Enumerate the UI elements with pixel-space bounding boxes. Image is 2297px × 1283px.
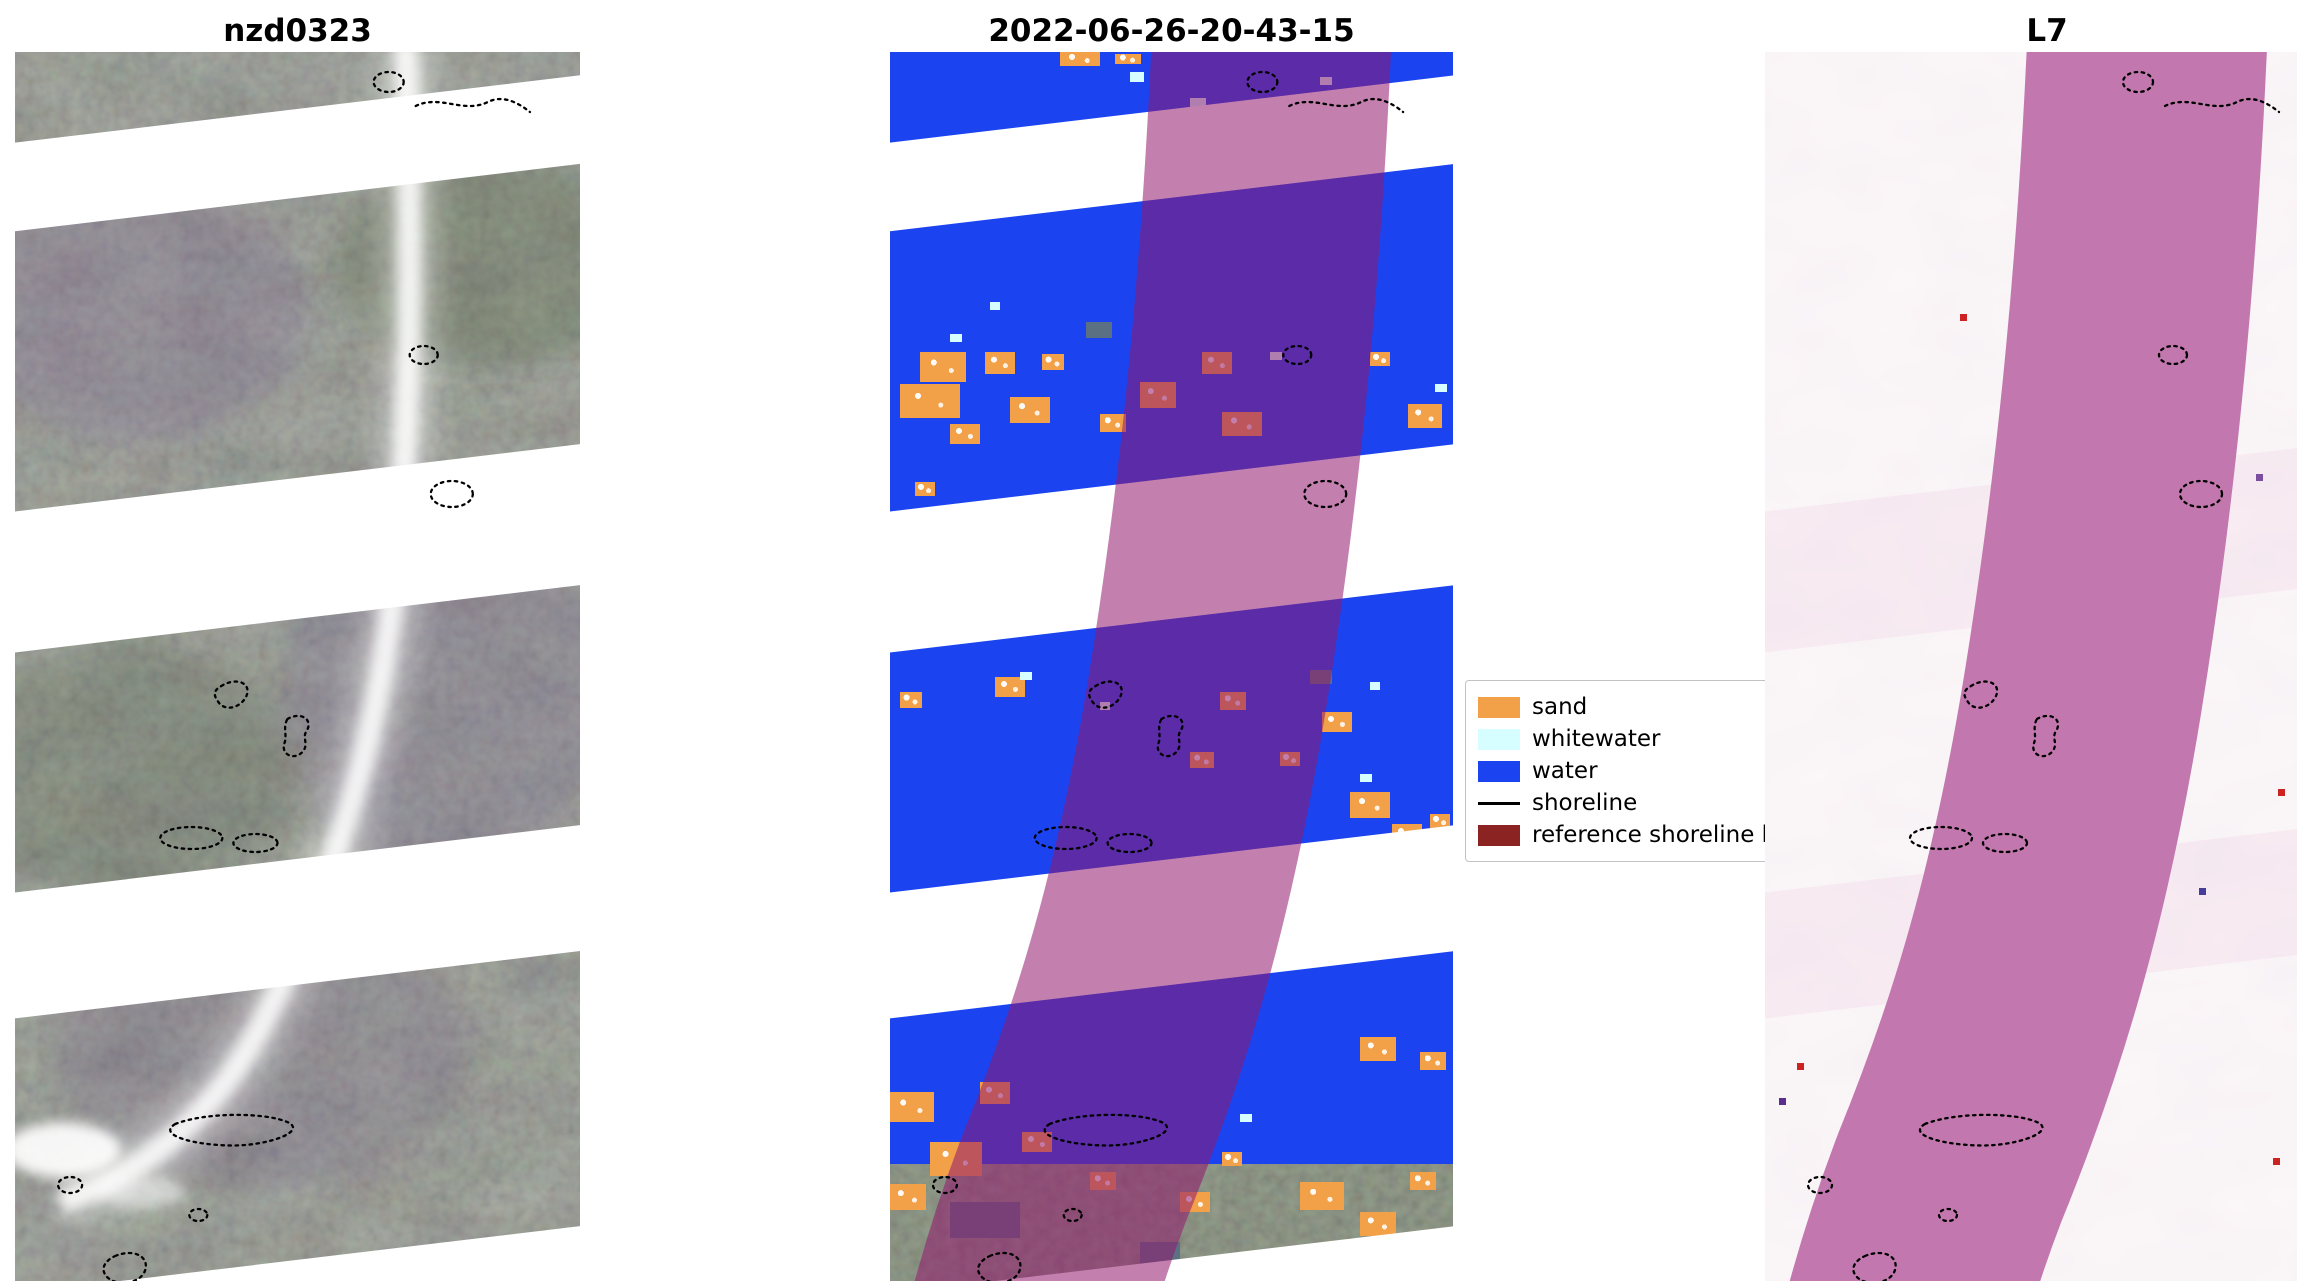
legend-item: sand — [1478, 691, 1852, 723]
sand-pixel-patch — [995, 677, 1025, 697]
whitewater-pixel-patch — [1435, 384, 1447, 392]
panel-title-classification: 2022-06-26-20-43-15 — [988, 13, 1355, 49]
sand-pixel-patch — [1060, 52, 1100, 66]
legend-swatch — [1478, 801, 1520, 805]
shoreline-contours — [1806, 70, 2281, 1281]
panel-title-rgb: nzd0323 — [223, 13, 372, 49]
legend-swatch — [1478, 760, 1520, 782]
whitewater-pixel-patch — [990, 302, 1000, 310]
sand-pixel-patch — [1410, 1172, 1436, 1190]
whitewater-pixel-patch — [1360, 774, 1372, 782]
sand-pixel-patch — [1100, 414, 1126, 432]
panel-classification-image — [890, 52, 1453, 1281]
unclassified-pixel-patch — [1086, 322, 1112, 338]
sand-pixel-patch — [1360, 1037, 1396, 1061]
shoreline-contours — [56, 70, 532, 1281]
stray-pixel — [1797, 1063, 1804, 1070]
legend-item: whitewater — [1478, 723, 1852, 755]
sand-pixel-patch — [1370, 352, 1390, 366]
stray-pixel — [2256, 474, 2263, 481]
sand-pixel-patch — [900, 384, 960, 418]
whitewater-pixel-patch — [1370, 682, 1380, 690]
legend-item: water — [1478, 755, 1852, 787]
legend-swatch — [1478, 824, 1520, 846]
stray-pixel — [2273, 1158, 2280, 1165]
stray-pixel — [1960, 314, 1967, 321]
sand-pixel-patch — [1430, 814, 1450, 828]
whitewater-pixel-patch — [1240, 1114, 1252, 1122]
legend-swatch — [1478, 696, 1520, 718]
sand-pixel-patch — [1350, 792, 1390, 818]
legend-label: water — [1532, 758, 1598, 784]
stray-pixel — [2278, 789, 2285, 796]
sand-pixel-patch — [890, 1184, 926, 1210]
sand-pixel-patch — [900, 692, 922, 708]
legend-item: shoreline — [1478, 787, 1852, 819]
sand-pixel-patch — [915, 482, 935, 496]
legend-label: whitewater — [1532, 726, 1661, 752]
whitewater-pixel-patch — [950, 334, 962, 342]
sand-pixel-patch — [1322, 712, 1352, 732]
sand-pixel-patch — [1010, 397, 1050, 423]
legend-label: shoreline — [1532, 790, 1638, 816]
whitewater-pixel-patch — [1130, 72, 1144, 82]
sand-pixel-patch — [1408, 404, 1442, 428]
whitewater-pixel-patch — [1020, 672, 1032, 680]
sand-pixel-patch — [1115, 54, 1141, 64]
panel-l7-image — [1765, 52, 2297, 1281]
panel-title-l7: L7 — [2026, 13, 2068, 49]
sand-pixel-patch — [1300, 1182, 1344, 1210]
sand-pixel-patch — [920, 352, 966, 382]
sand-pixel-patch — [950, 424, 980, 444]
sand-pixel-patch — [890, 1092, 934, 1122]
stray-pixel — [1779, 1098, 1786, 1105]
sand-pixel-patch — [1360, 1212, 1396, 1236]
shoreline-contours — [931, 70, 1405, 1281]
panel-rgb-image — [15, 52, 580, 1281]
legend-label: sand — [1532, 694, 1588, 720]
sand-pixel-patch — [1042, 354, 1064, 370]
sand-pixel-patch — [1420, 1052, 1446, 1070]
stray-pixel — [2199, 888, 2206, 895]
sand-pixel-patch — [985, 352, 1015, 374]
beach-band — [56, 52, 422, 1214]
legend-swatch — [1478, 728, 1520, 750]
sand-pixel-patch — [1222, 1152, 1242, 1166]
